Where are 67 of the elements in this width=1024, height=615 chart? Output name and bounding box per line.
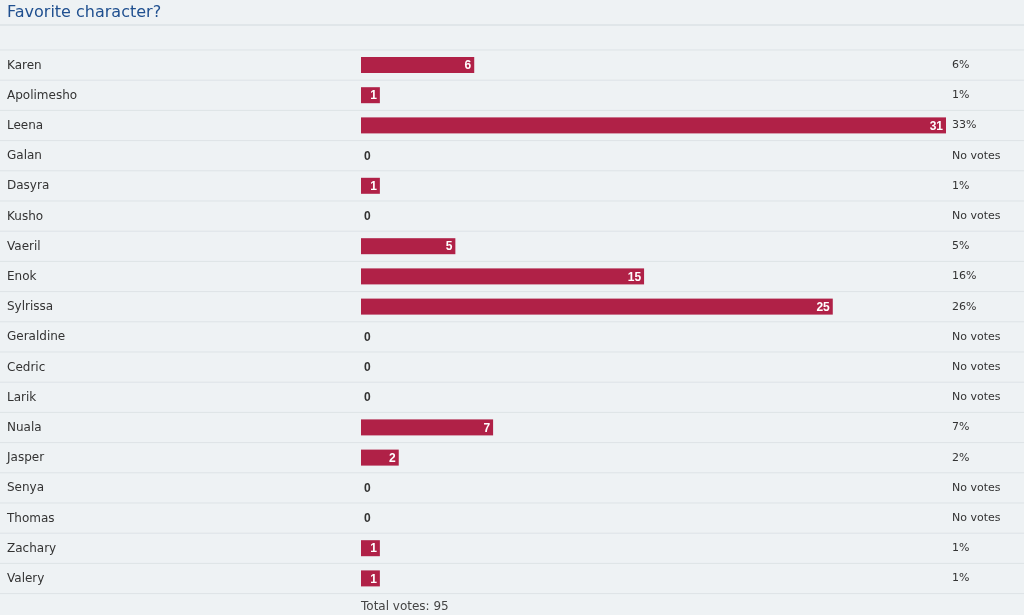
data-label: 0 bbox=[364, 360, 371, 375]
text: Favorite character? bbox=[7, 1, 162, 21]
text: 1% bbox=[952, 541, 970, 555]
text: No votes bbox=[952, 390, 1001, 404]
y-tick-label: Valery bbox=[7, 570, 45, 585]
bar bbox=[361, 419, 494, 436]
data-label: 0 bbox=[364, 511, 371, 526]
bar bbox=[361, 177, 380, 194]
data-label: 25 bbox=[816, 299, 831, 314]
data-label: 1 bbox=[370, 571, 378, 586]
text: No votes bbox=[952, 360, 1001, 373]
text: 1% bbox=[952, 571, 970, 585]
y-tick-label: Thomas bbox=[6, 510, 55, 525]
data-label: 31 bbox=[929, 118, 944, 133]
text: No votes bbox=[952, 511, 1001, 524]
data-label: 6 bbox=[464, 58, 472, 73]
bar bbox=[361, 268, 645, 285]
bar bbox=[361, 570, 380, 587]
data-label: 1 bbox=[370, 178, 378, 193]
text: 2% bbox=[952, 450, 970, 464]
y-tick-label: Dasyra bbox=[7, 178, 50, 193]
data-label: 5 bbox=[445, 239, 453, 254]
y-tick-label: Zachary bbox=[7, 540, 57, 555]
text: 7% bbox=[952, 420, 970, 434]
y-tick-label: Kusho bbox=[7, 208, 44, 223]
bar bbox=[361, 238, 456, 255]
bar bbox=[361, 449, 399, 466]
y-tick-label: Jasper bbox=[6, 450, 45, 465]
y-tick-label: Galan bbox=[7, 148, 42, 163]
y-tick-label: Sylrissa bbox=[7, 299, 54, 314]
data-label: 2 bbox=[389, 450, 397, 465]
text: No votes bbox=[952, 480, 1001, 494]
text: Total votes: 95 bbox=[360, 599, 449, 614]
bar bbox=[361, 117, 946, 134]
bar bbox=[361, 298, 833, 315]
bar bbox=[361, 87, 380, 104]
bar bbox=[361, 57, 475, 73]
y-tick-label: Vaeril bbox=[7, 238, 41, 253]
text: 16% bbox=[952, 269, 977, 283]
y-tick-label: Karen bbox=[7, 57, 42, 72]
data-label: 0 bbox=[364, 390, 371, 405]
text: No votes bbox=[952, 329, 1001, 343]
text: 33% bbox=[952, 118, 977, 132]
data-label: 0 bbox=[364, 329, 371, 344]
text: 1% bbox=[952, 88, 970, 102]
y-tick-label: Leena bbox=[7, 117, 44, 132]
text: 26% bbox=[952, 299, 977, 313]
y-tick-label: Apolimesho bbox=[7, 87, 78, 102]
data-label: 1 bbox=[370, 541, 378, 556]
text: 6% bbox=[952, 58, 970, 71]
text: 5% bbox=[952, 239, 970, 253]
text: 1% bbox=[952, 178, 970, 192]
y-tick-label: Enok bbox=[7, 268, 37, 283]
data-label: 0 bbox=[364, 209, 371, 224]
data-label: 0 bbox=[364, 148, 371, 163]
y-tick-label: Senya bbox=[7, 480, 45, 495]
text: No votes bbox=[952, 148, 1001, 162]
y-tick-label: Cedric bbox=[7, 359, 46, 374]
data-label: 0 bbox=[364, 480, 371, 495]
data-label: 15 bbox=[627, 269, 642, 284]
y-tick-label: Larik bbox=[7, 389, 37, 404]
y-tick-label: Geraldine bbox=[7, 329, 66, 344]
y-tick-label: Nuala bbox=[7, 419, 42, 434]
data-label: 1 bbox=[370, 88, 378, 103]
text: No votes bbox=[952, 209, 1001, 222]
data-label: 7 bbox=[483, 420, 491, 435]
bar bbox=[361, 540, 380, 557]
